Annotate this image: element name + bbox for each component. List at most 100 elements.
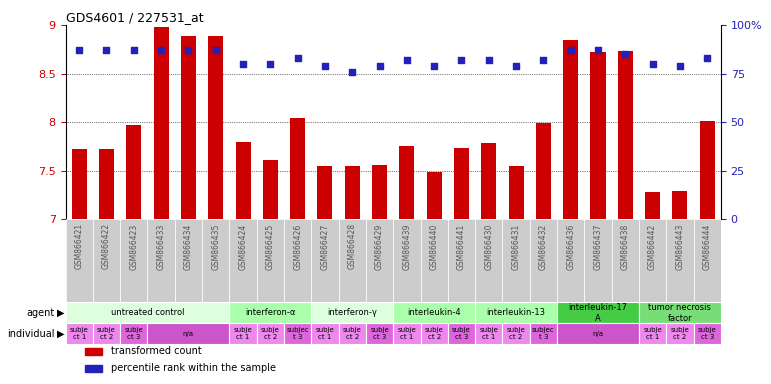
Point — [619, 51, 631, 57]
Bar — [557, 219, 584, 303]
Point — [318, 63, 331, 69]
Bar — [93, 323, 120, 344]
Text: ▶: ▶ — [56, 308, 64, 318]
Point — [264, 61, 277, 67]
Bar — [345, 166, 360, 219]
Bar — [230, 303, 311, 323]
Text: GSM866431: GSM866431 — [512, 223, 520, 270]
Point — [73, 47, 86, 53]
Text: GSM866440: GSM866440 — [429, 223, 439, 270]
Bar — [393, 219, 420, 303]
Bar — [290, 118, 305, 219]
Bar — [235, 142, 251, 219]
Text: subje
ct 1: subje ct 1 — [315, 327, 335, 340]
Text: GSM866426: GSM866426 — [293, 223, 302, 270]
Point — [510, 63, 522, 69]
Text: n/a: n/a — [592, 331, 604, 337]
Text: interleukin-13: interleukin-13 — [487, 308, 546, 317]
Text: percentile rank within the sample: percentile rank within the sample — [112, 363, 277, 373]
Point — [291, 55, 304, 61]
Text: GSM866435: GSM866435 — [211, 223, 221, 270]
Point — [483, 57, 495, 63]
Point — [564, 47, 577, 53]
Bar — [420, 219, 448, 303]
Bar — [393, 323, 420, 344]
Bar — [372, 165, 387, 219]
Bar — [86, 365, 102, 372]
Text: GSM866422: GSM866422 — [102, 223, 111, 270]
Bar — [672, 191, 688, 219]
Bar — [263, 160, 278, 219]
Bar — [202, 219, 230, 303]
Bar — [420, 323, 448, 344]
Text: GSM866424: GSM866424 — [238, 223, 247, 270]
Bar — [399, 146, 414, 219]
Bar — [448, 323, 475, 344]
Text: GSM866434: GSM866434 — [184, 223, 193, 270]
Bar — [338, 323, 366, 344]
Bar — [311, 219, 338, 303]
Text: GSM866433: GSM866433 — [157, 223, 166, 270]
Text: tumor necrosis
factor: tumor necrosis factor — [648, 303, 712, 323]
Bar — [86, 348, 102, 354]
Bar — [99, 149, 114, 219]
Point — [401, 57, 413, 63]
Text: subje
ct 3: subje ct 3 — [124, 327, 143, 340]
Bar — [557, 303, 639, 323]
Bar — [175, 219, 202, 303]
Bar — [475, 323, 503, 344]
Text: subjec
t 3: subjec t 3 — [286, 327, 309, 340]
Bar — [338, 219, 366, 303]
Bar — [318, 166, 332, 219]
Bar — [618, 51, 633, 219]
Bar — [257, 219, 284, 303]
Text: ▶: ▶ — [56, 329, 64, 339]
Point — [592, 47, 604, 53]
Bar — [181, 36, 196, 219]
Point — [456, 57, 468, 63]
Bar — [481, 144, 497, 219]
Text: untreated control: untreated control — [111, 308, 184, 317]
Text: GSM866437: GSM866437 — [594, 223, 602, 270]
Bar — [694, 323, 721, 344]
Text: GSM866428: GSM866428 — [348, 223, 357, 270]
Point — [237, 61, 249, 67]
Bar — [475, 303, 557, 323]
Bar — [666, 323, 694, 344]
Point — [373, 63, 386, 69]
Text: subje
ct 2: subje ct 2 — [671, 327, 689, 340]
Point — [674, 63, 686, 69]
Point — [537, 57, 550, 63]
Text: GSM866436: GSM866436 — [566, 223, 575, 270]
Point — [182, 47, 194, 53]
Bar — [509, 166, 524, 219]
Bar — [120, 219, 147, 303]
Bar — [147, 323, 230, 344]
Text: subje
ct 3: subje ct 3 — [698, 327, 716, 340]
Text: n/a: n/a — [183, 331, 194, 337]
Bar — [503, 219, 530, 303]
Text: GSM866425: GSM866425 — [266, 223, 274, 270]
Bar — [666, 219, 694, 303]
Text: GSM866444: GSM866444 — [702, 223, 712, 270]
Bar — [93, 219, 120, 303]
Text: subje
ct 1: subje ct 1 — [480, 327, 498, 340]
Point — [155, 47, 167, 53]
Bar — [153, 27, 169, 219]
Bar — [557, 323, 639, 344]
Bar — [591, 52, 605, 219]
Bar — [454, 148, 469, 219]
Bar — [120, 323, 147, 344]
Text: subje
ct 2: subje ct 2 — [507, 327, 526, 340]
Text: subje
ct 1: subje ct 1 — [398, 327, 416, 340]
Bar — [475, 219, 503, 303]
Point — [210, 47, 222, 53]
Text: GSM866432: GSM866432 — [539, 223, 548, 270]
Text: GSM866429: GSM866429 — [375, 223, 384, 270]
Text: GSM866430: GSM866430 — [484, 223, 493, 270]
Bar — [366, 323, 393, 344]
Text: subje
ct 3: subje ct 3 — [452, 327, 471, 340]
Text: subje
ct 3: subje ct 3 — [370, 327, 389, 340]
Text: subje
ct 1: subje ct 1 — [643, 327, 662, 340]
Bar — [230, 219, 257, 303]
